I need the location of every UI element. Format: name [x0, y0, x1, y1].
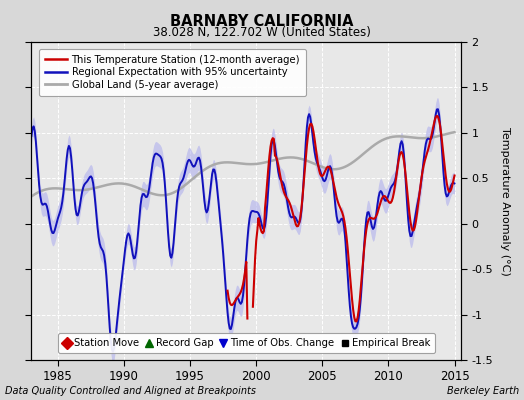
Text: 38.028 N, 122.702 W (United States): 38.028 N, 122.702 W (United States) [153, 26, 371, 39]
Text: Data Quality Controlled and Aligned at Breakpoints: Data Quality Controlled and Aligned at B… [5, 386, 256, 396]
Y-axis label: Temperature Anomaly (°C): Temperature Anomaly (°C) [500, 127, 510, 275]
Legend: Station Move, Record Gap, Time of Obs. Change, Empirical Break: Station Move, Record Gap, Time of Obs. C… [58, 334, 435, 354]
Text: Berkeley Earth: Berkeley Earth [446, 386, 519, 396]
Text: BARNABY CALIFORNIA: BARNABY CALIFORNIA [170, 14, 354, 29]
